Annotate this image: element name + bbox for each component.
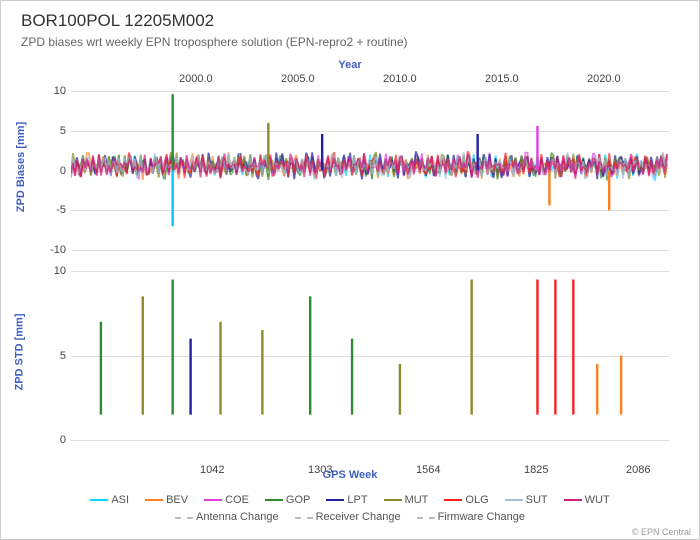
chart-title: BOR100POL 12205M002 xyxy=(21,11,214,31)
legend: ASIBEVCOEGOPLPTMUTOLGSUTWUTAntenna Chang… xyxy=(1,492,699,527)
chart-subtitle: ZPD biases wrt weekly EPN troposphere so… xyxy=(21,35,408,49)
top-axis-label: Year xyxy=(338,59,361,71)
zpd-biases-chart: -10-50510 xyxy=(71,91,669,251)
zpd-std-chart: 0510 xyxy=(71,271,669,441)
chart2-ylabel: ZPD STD [mm] xyxy=(14,314,26,391)
chart1-ylabel: ZPD Biases [mm] xyxy=(15,122,27,212)
credit-text: © EPN Central xyxy=(632,527,691,537)
bottom-axis-label: GPS Week xyxy=(323,469,378,481)
